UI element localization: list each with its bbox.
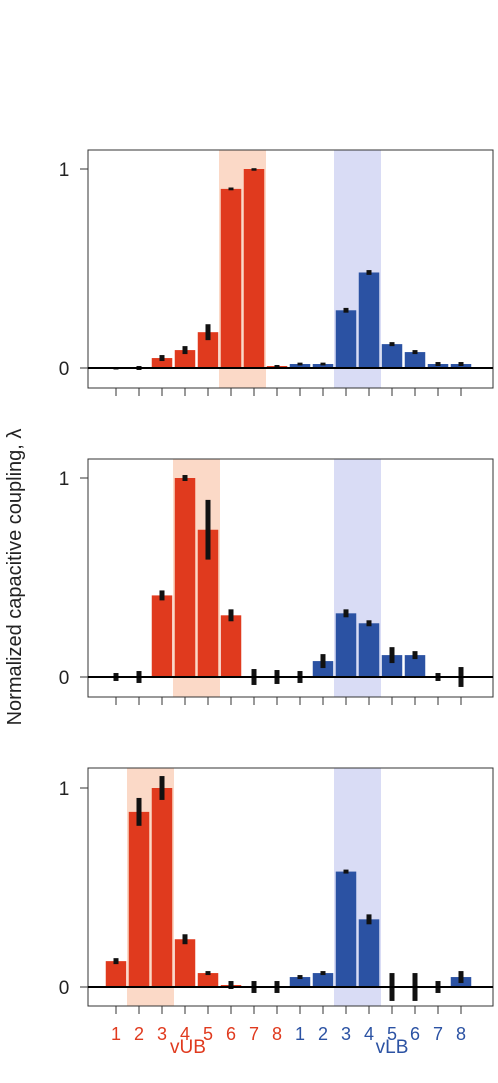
error-bar xyxy=(320,971,326,976)
x-tick-label: 6 xyxy=(226,1024,236,1044)
x-tick-label: 6 xyxy=(410,1024,420,1044)
error-bar xyxy=(458,362,464,367)
plot-frame xyxy=(87,149,494,389)
error-bar xyxy=(320,654,326,669)
bar xyxy=(174,478,196,677)
error-bar xyxy=(297,362,303,366)
bar xyxy=(174,939,196,987)
x-tick-label: 8 xyxy=(456,1024,466,1044)
bar xyxy=(151,788,173,987)
bar xyxy=(197,529,219,677)
x-tick-label: 5 xyxy=(203,1024,213,1044)
bar xyxy=(404,655,426,677)
error-bar xyxy=(343,869,349,874)
error-bar xyxy=(205,499,211,560)
error-bar xyxy=(159,355,165,362)
x-tick-label: 2 xyxy=(318,1024,328,1044)
chart-panel: 01 xyxy=(59,458,494,705)
error-bar xyxy=(136,797,142,826)
bar xyxy=(335,310,357,368)
bar xyxy=(151,358,173,368)
error-bar xyxy=(274,365,280,368)
y-tick-label: 0 xyxy=(59,359,70,380)
error-bar xyxy=(435,362,441,367)
error-bar xyxy=(113,958,119,965)
bar xyxy=(220,615,242,677)
chart-panel: 01 xyxy=(59,767,494,1014)
error-bar xyxy=(389,342,395,347)
bar xyxy=(358,272,380,368)
error-bar xyxy=(182,475,188,481)
error-bar xyxy=(205,324,211,341)
x-tick-label: 3 xyxy=(341,1024,351,1044)
error-bar xyxy=(205,971,211,976)
x-tick-label: 5 xyxy=(387,1024,397,1044)
plot-frame xyxy=(87,767,494,1007)
chart-panel: 01 xyxy=(59,149,494,396)
y-tick-label: 1 xyxy=(59,160,70,181)
x-tick-label: 1 xyxy=(111,1024,121,1044)
bar xyxy=(312,364,334,368)
y-axis-label: Normalized capacitive coupling, λ xyxy=(4,429,26,726)
error-bar xyxy=(228,609,234,622)
error-bar xyxy=(228,187,234,191)
y-tick-label: 0 xyxy=(59,668,70,689)
error-bar xyxy=(458,971,464,984)
error-bar xyxy=(412,651,418,660)
bar xyxy=(358,919,380,987)
x-tick-label: 1 xyxy=(295,1024,305,1044)
bar xyxy=(312,661,334,677)
x-tick-label: 3 xyxy=(157,1024,167,1044)
error-bar xyxy=(182,934,188,945)
bar xyxy=(335,613,357,677)
error-bar xyxy=(366,270,372,275)
y-tick-label: 1 xyxy=(59,469,70,490)
error-bar xyxy=(366,914,372,925)
bar xyxy=(174,350,196,368)
error-bar xyxy=(182,346,188,355)
bar xyxy=(335,871,357,987)
bar xyxy=(312,973,334,987)
error-bar xyxy=(320,362,326,366)
x-tick-label: 4 xyxy=(364,1024,374,1044)
error-bar xyxy=(343,307,349,313)
x-tick-label: 2 xyxy=(134,1024,144,1044)
error-bar xyxy=(297,975,303,980)
bar xyxy=(289,977,311,987)
plot-frame xyxy=(87,458,494,698)
error-bar xyxy=(412,350,418,355)
bar xyxy=(289,364,311,368)
error-bar xyxy=(251,168,257,171)
x-tick-label: 8 xyxy=(272,1024,282,1044)
error-bar xyxy=(389,647,395,664)
bar xyxy=(404,352,426,368)
y-tick-label: 0 xyxy=(59,978,70,999)
bar xyxy=(381,655,403,677)
x-tick-label: 7 xyxy=(249,1024,259,1044)
group-label-vub: vUB xyxy=(170,1037,206,1058)
error-bar xyxy=(228,981,234,989)
x-tick-label: 7 xyxy=(433,1024,443,1044)
bar xyxy=(220,188,242,368)
bar xyxy=(381,344,403,368)
group-label-vlb: vLB xyxy=(376,1037,409,1058)
bar xyxy=(243,169,265,368)
error-bar xyxy=(159,776,165,800)
bar xyxy=(358,623,380,677)
error-bar xyxy=(343,609,349,618)
bar xyxy=(197,332,219,368)
bar xyxy=(128,811,150,987)
bar xyxy=(105,961,127,987)
error-bar xyxy=(366,620,372,627)
bar xyxy=(151,595,173,677)
error-bar xyxy=(159,590,165,601)
bar xyxy=(197,973,219,987)
y-tick-label: 1 xyxy=(59,779,70,800)
x-tick-label: 4 xyxy=(180,1024,190,1044)
